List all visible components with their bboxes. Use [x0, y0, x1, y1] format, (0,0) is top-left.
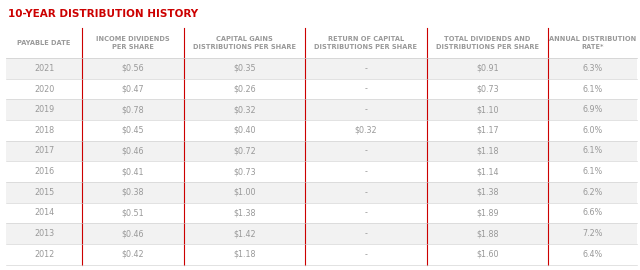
Text: 2015: 2015 — [34, 188, 54, 197]
Text: $0.51: $0.51 — [122, 208, 144, 217]
Text: $0.46: $0.46 — [122, 229, 144, 238]
Bar — [6, 141, 637, 161]
Text: $1.18: $1.18 — [476, 147, 499, 156]
Text: $0.40: $0.40 — [233, 126, 256, 135]
Text: $0.78: $0.78 — [122, 105, 144, 114]
Text: PAYABLE DATE: PAYABLE DATE — [17, 40, 71, 46]
Bar — [6, 120, 637, 141]
Bar — [6, 202, 637, 223]
Text: -: - — [365, 105, 367, 114]
Text: RETURN OF CAPITAL
DISTRIBUTIONS PER SHARE: RETURN OF CAPITAL DISTRIBUTIONS PER SHAR… — [314, 36, 417, 50]
Text: $0.46: $0.46 — [122, 147, 144, 156]
Text: $0.42: $0.42 — [122, 250, 144, 259]
Text: 10-YEAR DISTRIBUTION HISTORY: 10-YEAR DISTRIBUTION HISTORY — [8, 9, 198, 19]
Text: $0.47: $0.47 — [122, 85, 144, 93]
Text: 2017: 2017 — [34, 147, 54, 156]
Bar — [6, 99, 637, 120]
Text: $0.32: $0.32 — [355, 126, 377, 135]
Text: INCOME DIVIDENDS
PER SHARE: INCOME DIVIDENDS PER SHARE — [96, 36, 170, 50]
Text: $1.89: $1.89 — [476, 208, 499, 217]
Text: -: - — [365, 85, 367, 93]
Text: $1.60: $1.60 — [476, 250, 499, 259]
Text: ANNUAL DISTRIBUTION
RATE*: ANNUAL DISTRIBUTION RATE* — [549, 36, 636, 50]
Text: -: - — [365, 167, 367, 176]
Bar — [6, 161, 637, 182]
Text: TOTAL DIVIDENDS AND
DISTRIBUTIONS PER SHARE: TOTAL DIVIDENDS AND DISTRIBUTIONS PER SH… — [436, 36, 539, 50]
Bar — [6, 223, 637, 244]
Bar — [6, 28, 637, 58]
Text: 2014: 2014 — [34, 208, 54, 217]
Text: $0.38: $0.38 — [122, 188, 144, 197]
Text: $0.56: $0.56 — [122, 64, 144, 73]
Text: $1.88: $1.88 — [476, 229, 499, 238]
Text: $0.45: $0.45 — [122, 126, 144, 135]
Text: $0.26: $0.26 — [233, 85, 256, 93]
Text: $0.35: $0.35 — [233, 64, 256, 73]
Text: 6.1%: 6.1% — [582, 147, 603, 156]
Text: $0.41: $0.41 — [122, 167, 144, 176]
Text: 6.0%: 6.0% — [582, 126, 603, 135]
Text: 6.9%: 6.9% — [582, 105, 603, 114]
Text: 6.4%: 6.4% — [582, 250, 603, 259]
Text: $0.73: $0.73 — [233, 167, 256, 176]
Text: 2018: 2018 — [34, 126, 54, 135]
Text: 2020: 2020 — [34, 85, 54, 93]
Text: -: - — [365, 64, 367, 73]
Text: $1.14: $1.14 — [476, 167, 499, 176]
Bar — [6, 244, 637, 265]
Text: $1.38: $1.38 — [476, 188, 499, 197]
Text: -: - — [365, 229, 367, 238]
Text: 2012: 2012 — [34, 250, 54, 259]
Bar — [6, 58, 637, 79]
Text: $0.91: $0.91 — [476, 64, 499, 73]
Text: $1.42: $1.42 — [233, 229, 256, 238]
Text: 7.2%: 7.2% — [582, 229, 603, 238]
Bar — [6, 182, 637, 202]
Text: 2016: 2016 — [34, 167, 54, 176]
Text: -: - — [365, 188, 367, 197]
Text: $1.18: $1.18 — [233, 250, 256, 259]
Text: 2019: 2019 — [34, 105, 54, 114]
Text: -: - — [365, 208, 367, 217]
Text: $0.73: $0.73 — [476, 85, 499, 93]
Text: 2021: 2021 — [34, 64, 54, 73]
Text: 6.1%: 6.1% — [582, 167, 603, 176]
Text: $1.17: $1.17 — [476, 126, 499, 135]
Text: 6.1%: 6.1% — [582, 85, 603, 93]
Text: 2013: 2013 — [34, 229, 54, 238]
Text: 6.6%: 6.6% — [582, 208, 603, 217]
Text: CAPITAL GAINS
DISTRIBUTIONS PER SHARE: CAPITAL GAINS DISTRIBUTIONS PER SHARE — [193, 36, 296, 50]
Text: $0.32: $0.32 — [233, 105, 256, 114]
Text: $1.00: $1.00 — [233, 188, 256, 197]
Text: $1.10: $1.10 — [476, 105, 499, 114]
Text: 6.3%: 6.3% — [582, 64, 603, 73]
Text: $0.72: $0.72 — [233, 147, 256, 156]
Text: -: - — [365, 250, 367, 259]
Bar — [6, 79, 637, 99]
Text: $1.38: $1.38 — [233, 208, 256, 217]
Text: 6.2%: 6.2% — [582, 188, 603, 197]
Text: -: - — [365, 147, 367, 156]
